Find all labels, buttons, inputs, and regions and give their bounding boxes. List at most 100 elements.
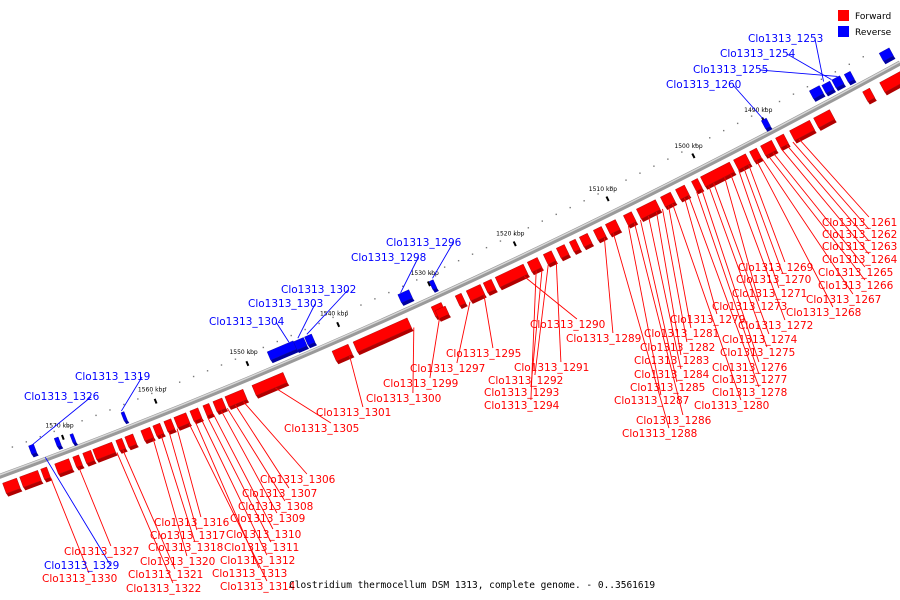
tick-mark [691,153,696,159]
gene-label[interactable]: Clo1313_1292 [488,375,563,387]
gene-label[interactable]: Clo1313_1322 [126,583,201,595]
leader-line [306,289,349,335]
gene-label[interactable]: Clo1313_1264 [822,254,898,266]
forward-gene [862,87,876,102]
gene-label[interactable]: Clo1313_1301 [316,407,391,419]
forward-gene [593,226,607,241]
gene-label[interactable]: Clo1313_1280 [694,400,769,412]
forward-gene [494,263,529,288]
leader-line [732,84,763,119]
gene-label[interactable]: Clo1313_1300 [366,393,441,405]
forward-gene [19,470,42,488]
gene-label[interactable]: Clo1313_1265 [818,267,893,279]
leader-line [780,148,870,255]
leader-line [612,233,670,429]
gene-label[interactable]: Clo1313_1317 [150,530,225,542]
gene-label[interactable]: Clo1313_1299 [383,378,458,390]
forward-gene [733,153,751,171]
gene-label[interactable]: Clo1313_1255 [693,64,768,76]
gene-label[interactable]: Clo1313_1270 [736,274,811,286]
gene-label[interactable]: Clo1313_1329 [44,560,119,572]
gene-label[interactable]: Clo1313_1263 [822,241,897,253]
gene-label[interactable]: Clo1313_1253 [748,33,823,45]
gene-label[interactable]: Clo1313_1327 [64,546,139,558]
tick-label: 1540 kbp [320,311,348,318]
leader-line [122,449,176,570]
gene-label[interactable]: Clo1313_1308 [238,501,313,513]
legend-reverse-label: Reverse [855,28,892,38]
gene-label[interactable]: Clo1313_1303 [248,298,323,310]
gene-label[interactable]: Clo1313_1271 [732,288,807,300]
gene-label[interactable]: Clo1313_1305 [284,423,359,435]
forward-gene [760,139,777,157]
gene-label[interactable]: Clo1313_1283 [634,355,709,367]
leader-line [50,477,90,574]
gene-label[interactable]: Clo1313_1261 [822,217,897,229]
minor-ticks [11,56,864,448]
gene-label[interactable]: Clo1313_1319 [75,371,150,383]
leader-line [640,219,678,383]
reverse-gene [428,279,438,290]
leader-line [116,452,174,584]
gene-label[interactable]: Clo1313_1302 [281,284,356,296]
gene-label[interactable]: Clo1313_1267 [806,294,881,306]
gene-label[interactable]: Clo1313_1291 [514,362,589,374]
gene-label[interactable]: Clo1313_1312 [220,555,295,567]
gene-label[interactable]: Clo1313_1311 [224,542,299,554]
reverse-gene [304,333,316,346]
gene-label[interactable]: Clo1313_1326 [24,391,100,403]
forward-gene [605,219,621,235]
gene-label[interactable]: Clo1313_1307 [242,488,317,500]
leader-line [234,404,290,489]
gene-label[interactable]: Clo1313_1295 [446,348,521,360]
gene-label[interactable]: Clo1313_1290 [530,319,605,331]
gene-label[interactable]: Clo1313_1309 [230,513,305,525]
gene-label[interactable]: Clo1313_1294 [484,400,560,412]
gene-label[interactable]: Clo1313_1279 [670,314,745,326]
forward-gene [465,284,486,302]
gene-label[interactable]: Clo1313_1269 [738,262,813,274]
gene-label[interactable]: Clo1313_1274 [722,334,798,346]
gene-label[interactable]: Clo1313_1281 [644,328,719,340]
gene-label[interactable]: Clo1313_1282 [640,342,715,354]
gene-label[interactable]: Clo1313_1297 [410,363,485,375]
gene-label[interactable]: Clo1313_1316 [154,517,230,529]
gene-label[interactable]: Clo1313_1314 [220,581,296,593]
gene-label[interactable]: Clo1313_1284 [634,369,710,381]
gene-label[interactable]: Clo1313_1288 [622,428,697,440]
gene-label[interactable]: Clo1313_1285 [630,382,705,394]
gene-label[interactable]: Clo1313_1293 [484,387,559,399]
gene-label[interactable]: Clo1313_1266 [818,280,894,292]
gene-label[interactable]: Clo1313_1273 [712,301,787,313]
gene-label[interactable]: Clo1313_1262 [822,229,897,241]
gene-label[interactable]: Clo1313_1318 [148,542,223,554]
gene-label[interactable]: Clo1313_1260 [666,79,741,91]
reverse-gene [28,443,37,455]
gene-label[interactable]: Clo1313_1272 [738,320,813,332]
gene-label[interactable]: Clo1313_1286 [636,415,712,427]
gene-label[interactable]: Clo1313_1298 [351,252,426,264]
gene-label[interactable]: Clo1313_1289 [566,333,641,345]
leader-line [523,276,578,320]
gene-label[interactable]: Clo1313_1296 [386,237,462,249]
gene-label[interactable]: Clo1313_1287 [614,395,689,407]
leader-line [688,195,760,388]
gene-label[interactable]: Clo1313_1276 [712,362,788,374]
gene-label[interactable]: Clo1313_1304 [209,316,285,328]
gene-label[interactable]: Clo1313_1320 [140,556,215,568]
gene-label[interactable]: Clo1313_1268 [786,307,861,319]
gene-label[interactable]: Clo1313_1278 [712,387,787,399]
gene-label[interactable]: Clo1313_1254 [720,48,796,60]
leader-line [297,303,316,339]
leader-line [648,215,682,370]
gene-label[interactable]: Clo1313_1310 [226,529,301,541]
gene-label[interactable]: Clo1313_1277 [712,374,787,386]
gene-label[interactable]: Clo1313_1275 [720,347,795,359]
gene-label[interactable]: Clo1313_1330 [42,573,117,585]
legend-forward-swatch [838,10,849,21]
leader-line [708,185,768,348]
gene-label[interactable]: Clo1313_1306 [260,474,336,486]
gene-label[interactable]: Clo1313_1313 [212,568,287,580]
gene-label[interactable]: Clo1313_1321 [128,569,203,581]
leader-line [792,141,870,230]
